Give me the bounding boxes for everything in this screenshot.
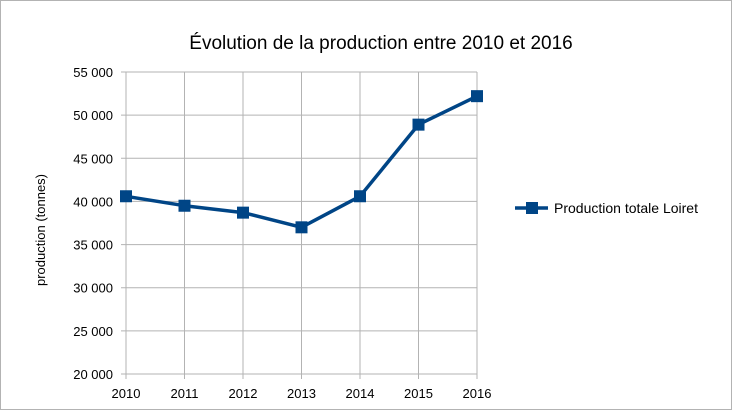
data-point-marker — [120, 190, 132, 203]
data-point-marker — [178, 199, 191, 212]
x-tick-label: 2011 — [171, 386, 199, 401]
data-point-marker — [412, 118, 425, 131]
y-axis-label: production (tonnes) — [33, 174, 48, 286]
y-tick-label: 45 000 — [73, 151, 113, 166]
data-point-marker — [295, 221, 308, 234]
y-axis-ticks: 20 000 25 000 30 000 35 000 40 000 45 000 50 0… — [73, 65, 113, 382]
x-tick-label: 2010 — [112, 386, 141, 401]
x-tick-label: 2013 — [287, 386, 316, 401]
chart-title: Évolution de la production entre 2010 et… — [189, 33, 572, 54]
x-tick-label: 2014 — [346, 386, 375, 401]
x-axis-ticks: 2010 2011 2012 2013 2014 2015 2016 — [112, 386, 492, 401]
y-tick-label: 55 000 — [73, 65, 113, 80]
y-tick-label: 40 000 — [73, 194, 113, 209]
grid-lines — [121, 71, 478, 379]
x-tick-label: 2012 — [229, 386, 258, 401]
legend: Production totale Loiret — [515, 200, 698, 216]
x-tick-label: 2016 — [463, 386, 492, 401]
data-point-marker — [471, 90, 483, 103]
legend-marker-swatch — [526, 202, 538, 214]
y-tick-label: 25 000 — [73, 324, 113, 339]
y-tick-label: 35 000 — [73, 238, 113, 253]
series-group — [120, 90, 483, 234]
y-tick-label: 20 000 — [73, 367, 113, 382]
y-tick-label: 30 000 — [73, 281, 113, 296]
data-point-marker — [237, 206, 249, 219]
legend-label: Production totale Loiret — [554, 200, 698, 216]
data-point-marker — [354, 190, 366, 203]
y-tick-label: 50 000 — [73, 108, 113, 123]
x-tick-label: 2015 — [404, 386, 433, 401]
